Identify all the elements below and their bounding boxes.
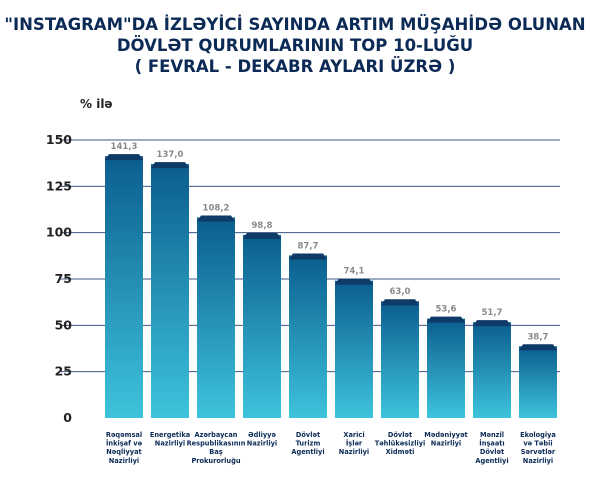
bar: [473, 322, 511, 418]
bar-cap: [473, 320, 511, 327]
category-label-line: Nazirliyi: [109, 457, 139, 465]
category-labels: Rəqəmsal İnkişaf və Nəqliyyat NazirliyiEner…: [106, 431, 556, 465]
category-label-line: Azərbaycan: [195, 431, 238, 439]
title-line-3: ( FEVRAL - DEKABR AYLARI ÜZRƏ ): [134, 57, 456, 76]
category-label-line: İşlər: [346, 439, 363, 448]
bar-cap: [197, 215, 235, 222]
value-label: 63,0: [390, 287, 411, 297]
category-label-line: Nazirliyi: [523, 457, 553, 465]
y-tick-label: 25: [55, 364, 72, 379]
category-label-line: Dövlət: [480, 448, 504, 456]
bar: [427, 318, 465, 418]
y-axis: 0 25 50 75 100 125 150: [46, 132, 72, 425]
category-label: Xarici İşlər Nazirliyi: [339, 431, 369, 456]
category-label-line: Respublikasının: [187, 440, 246, 448]
category-label-line: Dövlət: [296, 431, 320, 439]
bar-cap: [243, 232, 281, 239]
bar: [335, 280, 373, 418]
category-label-line: Xidməti: [386, 448, 415, 456]
y-axis-unit-label: % ilə: [80, 97, 113, 111]
category-label-line: Agentliyi: [291, 448, 324, 456]
category-label-line: Turizm: [296, 440, 321, 448]
category-label-line: Energetika: [150, 431, 190, 439]
bar: [151, 164, 189, 418]
title-line-1: "INSTAGRAM"DA İZLƏYİCİ SAYINDA ARTIM MÜŞ…: [4, 15, 586, 34]
value-label: 74,1: [344, 267, 365, 277]
category-label-line: Dövlət: [388, 431, 412, 439]
category-label: Mənzil İnşaatı Dövlət Agentliyi: [475, 431, 508, 465]
bar: [519, 346, 557, 418]
value-label: 53,6: [436, 305, 457, 315]
y-tick-label: 0: [63, 410, 72, 425]
category-label-line: Nazirliyi: [339, 448, 369, 456]
category-label-line: Agentliyi: [475, 457, 508, 465]
category-label-line: Mənzil: [480, 431, 504, 439]
bar-cap: [105, 154, 143, 161]
category-label-line: Sərvətlər: [521, 448, 556, 456]
bar-cap: [427, 316, 465, 323]
category-label-line: İnkişaf və: [106, 439, 143, 448]
y-tick-label: 75: [55, 271, 72, 286]
bar: [243, 234, 281, 418]
bar: [381, 301, 419, 418]
category-label: Ədliyyə Nazirliyi: [247, 431, 277, 448]
category-label-line: Mədəniyyət: [424, 431, 467, 439]
y-tick-label: 125: [46, 178, 72, 193]
value-label: 108,2: [203, 203, 230, 213]
y-tick-label: 100: [46, 225, 72, 240]
category-label-line: Nazirliyi: [155, 440, 185, 448]
category-label: Rəqəmsal İnkişaf və Nəqliyyat Nazirliyi: [106, 431, 143, 465]
bar-cap: [381, 299, 419, 306]
y-tick-label: 50: [55, 317, 73, 332]
bar: [197, 217, 235, 418]
bar: [289, 255, 327, 418]
category-label-line: Prokurorluğu: [191, 457, 240, 465]
category-label: Azərbaycan Respublikasının Baş Prokurorluğu: [187, 431, 246, 465]
value-label: 38,7: [528, 332, 549, 342]
category-label-line: və Təbii: [523, 440, 552, 448]
category-label-line: Nazirliyi: [247, 440, 277, 448]
category-label-line: Təhlükəsizliyi: [375, 440, 426, 448]
bar: [105, 156, 143, 418]
bar-cap: [519, 344, 557, 351]
value-label: 141,3: [111, 142, 138, 152]
title-line-2: DÖVLƏT QURUMLARININ TOP 10-LUĞU: [116, 36, 474, 55]
category-label-line: Nazirliyi: [431, 440, 461, 448]
category-label-line: Baş: [209, 448, 222, 456]
category-label-line: İnşaatı: [479, 439, 504, 448]
category-label: Ekologiya və Təbii Sərvətlər Nazirliyi: [520, 431, 556, 465]
bar-cap: [151, 162, 189, 169]
value-label: 51,7: [482, 308, 503, 318]
bars: [105, 154, 557, 418]
category-label-line: Xarici: [343, 431, 364, 439]
value-label: 98,8: [252, 221, 273, 231]
value-labels: 141,3 137,0 108,2 98,8 87,7 74,1 63,0 53,6 51,7 3…: [111, 142, 549, 342]
category-label-line: Rəqəmsal: [106, 431, 142, 439]
value-label: 87,7: [298, 241, 319, 251]
category-label-line: Nəqliyyat: [106, 448, 141, 456]
category-label-line: Ekologiya: [520, 431, 556, 439]
y-tick-label: 150: [46, 132, 72, 147]
bar-cap: [335, 278, 373, 285]
category-label: Energetika Nazirliyi: [150, 431, 190, 448]
category-label: Dövlət Təhlükəsizliyi Xidməti: [375, 431, 426, 456]
category-label-line: Ədliyyə: [248, 431, 276, 439]
value-label: 137,0: [157, 150, 184, 160]
bar-cap: [289, 253, 327, 260]
category-label: Mədəniyyət Nazirliyi: [424, 431, 467, 448]
chart-title: "INSTAGRAM"DA İZLƏYİCİ SAYINDA ARTIM MÜŞ…: [0, 14, 590, 77]
category-label: Dövlət Turizm Agentliyi: [291, 431, 324, 456]
